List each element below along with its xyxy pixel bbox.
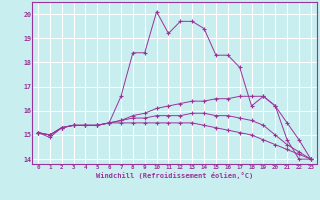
- X-axis label: Windchill (Refroidissement éolien,°C): Windchill (Refroidissement éolien,°C): [96, 172, 253, 179]
